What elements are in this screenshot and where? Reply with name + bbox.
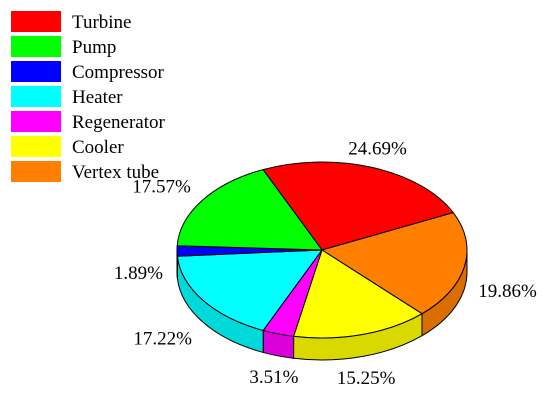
data-label-vertex-tube: 19.86% bbox=[478, 281, 537, 302]
legend-swatch-vertex-tube bbox=[11, 161, 61, 182]
data-label-regenerator: 3.51% bbox=[249, 367, 298, 388]
legend-label-cooler: Cooler bbox=[72, 137, 124, 158]
legend-label-heater: Heater bbox=[72, 87, 123, 108]
data-label-compressor: 1.89% bbox=[114, 263, 163, 284]
legend-swatch-turbine bbox=[11, 11, 61, 32]
data-label-pump: 17.57% bbox=[132, 176, 191, 197]
legend-label-turbine: Turbine bbox=[72, 12, 131, 33]
legend-swatch-heater bbox=[11, 86, 61, 107]
data-label-turbine: 24.69% bbox=[348, 138, 407, 159]
legend-label-compressor: Compressor bbox=[72, 62, 165, 83]
legend-swatch-pump bbox=[11, 36, 61, 57]
legend-swatch-regenerator bbox=[11, 111, 61, 132]
legend-swatch-compressor bbox=[11, 61, 61, 82]
legend-swatch-cooler bbox=[11, 136, 61, 157]
pie-tops bbox=[177, 162, 467, 338]
legend-label-regenerator: Regenerator bbox=[72, 112, 166, 133]
legend: Turbine Pump Compressor Heater Regenerator Co… bbox=[11, 11, 166, 183]
legend-label-pump: Pump bbox=[72, 37, 116, 58]
data-label-heater: 17.22% bbox=[133, 329, 192, 350]
data-label-cooler: 15.25% bbox=[337, 368, 396, 389]
